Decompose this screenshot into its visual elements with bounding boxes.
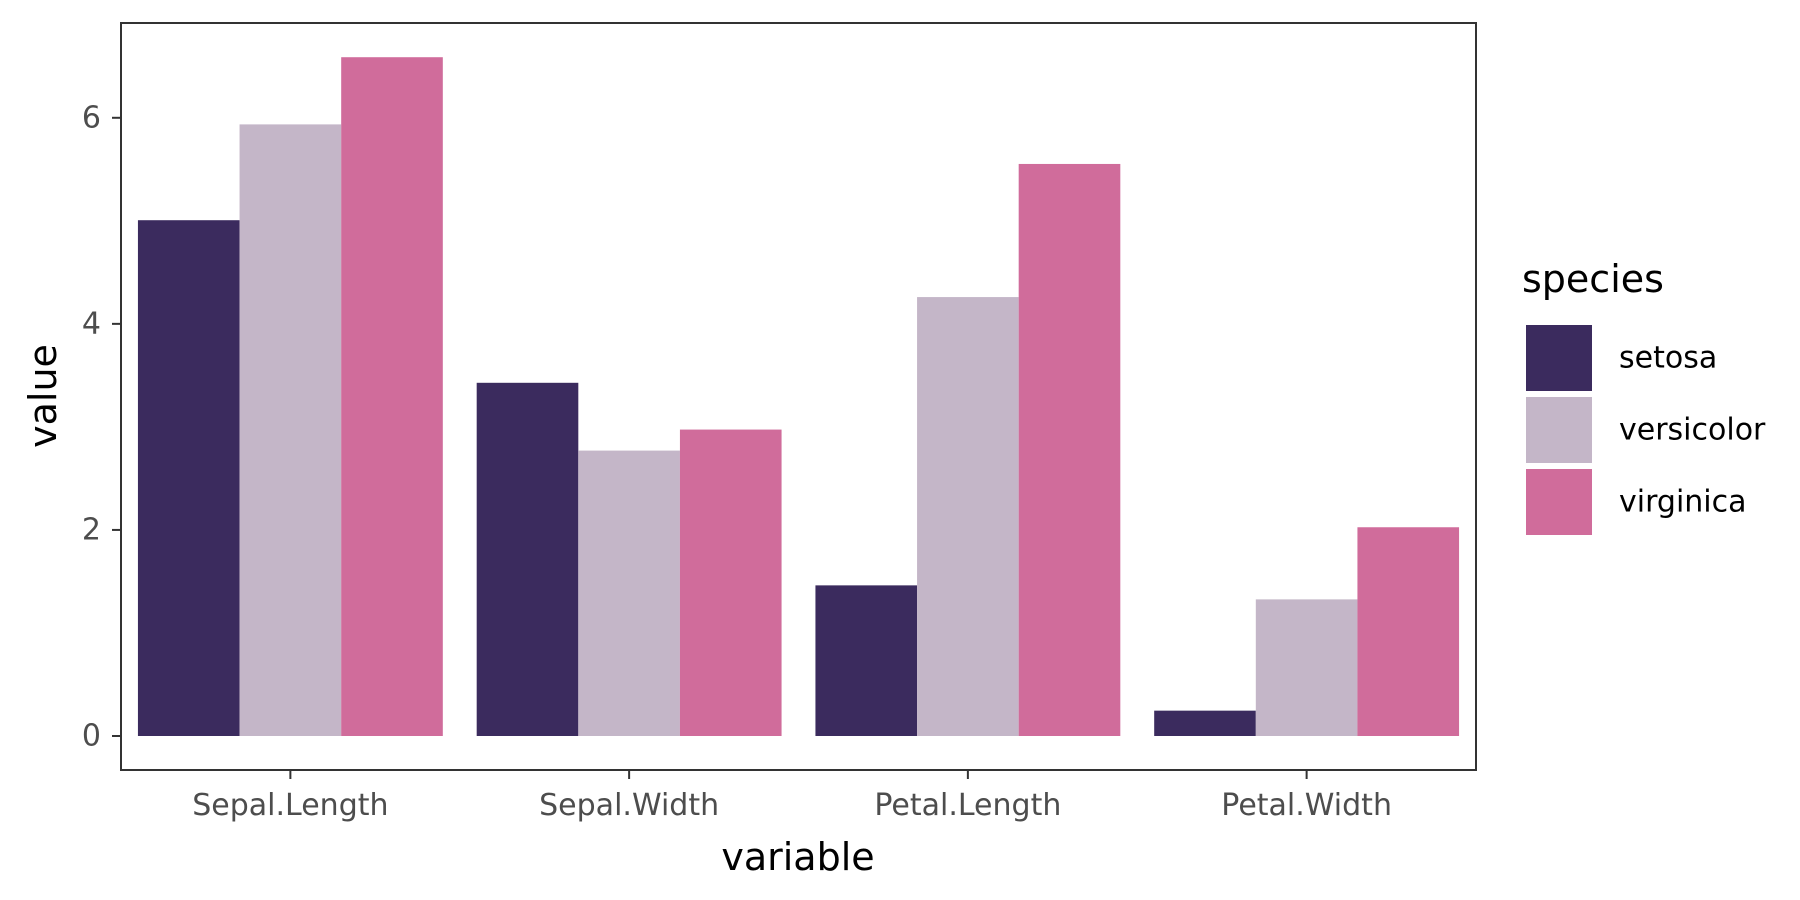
bar-versicolor-petal-length (917, 297, 1019, 736)
y-tick-label: 0 (82, 718, 101, 753)
x-axis-title: variable (721, 835, 874, 879)
legend-title: species (1522, 257, 1664, 301)
legend-key-virginica (1526, 469, 1592, 535)
x-tick-label: Sepal.Width (539, 788, 719, 823)
legend-key-versicolor (1526, 397, 1592, 463)
legend-label-virginica: virginica (1619, 485, 1747, 520)
bar-virginica-sepal-width (679, 429, 782, 736)
y-axis-title: value (21, 344, 65, 448)
bar-virginica-sepal-length (341, 57, 443, 736)
y-axis: 0 2 4 6 (82, 100, 121, 753)
x-tick-label: Petal.Length (874, 788, 1061, 823)
panel-border (120, 22, 1477, 771)
bar-setosa-sepal-length (137, 220, 240, 736)
bar-versicolor-sepal-width (578, 450, 680, 736)
legend-key-setosa (1526, 325, 1592, 391)
y-tick-label: 4 (82, 306, 101, 341)
bar-setosa-sepal-width (476, 382, 579, 736)
legend-label-versicolor: versicolor (1619, 413, 1766, 448)
legend: species setosa versicolor virginica (1522, 257, 1766, 535)
y-tick-label: 6 (82, 100, 101, 135)
x-tick-label: Petal.Width (1221, 788, 1392, 823)
bar-versicolor-sepal-length (239, 124, 342, 736)
y-tick-label: 2 (82, 512, 101, 547)
bar-versicolor-petal-width (1255, 599, 1358, 736)
bar-setosa-petal-length (815, 585, 918, 736)
bar-virginica-petal-length (1018, 163, 1121, 736)
bar-virginica-petal-width (1357, 527, 1460, 736)
x-axis: Sepal.Length Sepal.Width Petal.Length Petal… (192, 770, 1392, 823)
bar-setosa-petal-width (1154, 710, 1256, 736)
legend-label-setosa: setosa (1619, 341, 1717, 376)
bars-layer (137, 57, 1460, 736)
x-tick-label: Sepal.Length (192, 788, 388, 823)
